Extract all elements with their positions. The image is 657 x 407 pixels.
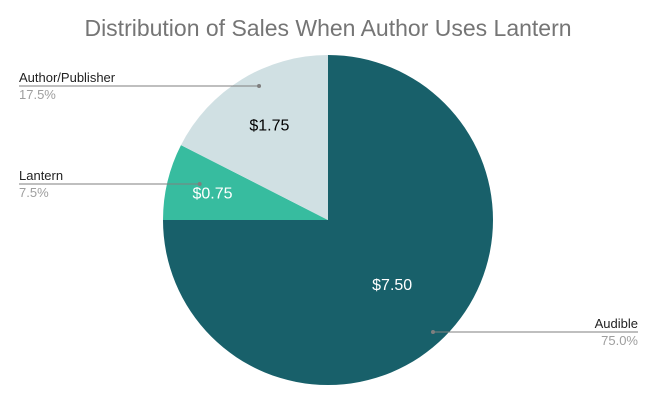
callouts: Audible 75.0% Lantern 7.5% Author/Publisher 1…	[19, 70, 638, 348]
callout-percent-audible: 75.0%	[601, 333, 638, 348]
callout-dot-audible	[431, 330, 436, 334]
pie-slices	[163, 55, 493, 385]
chart-title: Distribution of Sales When Author Uses L…	[84, 15, 571, 41]
callout-percent-lantern: 7.5%	[19, 185, 49, 200]
slice-author-publisher	[180, 55, 328, 220]
value-label-audible: $7.50	[372, 277, 412, 294]
callout-name-audible: Audible	[595, 316, 638, 331]
callout-percent-author-publisher: 17.5%	[19, 87, 56, 102]
value-label-author-publisher: $1.75	[249, 117, 289, 134]
callout-dot-lantern	[197, 182, 202, 186]
callout-name-lantern: Lantern	[19, 168, 63, 183]
callout-name-author-publisher: Author/Publisher	[19, 70, 116, 85]
value-labels: $7.50 $0.75 $1.75	[192, 117, 412, 294]
callout-dot-author-publisher	[257, 84, 262, 88]
value-label-lantern: $0.75	[192, 185, 232, 202]
slice-lantern	[163, 145, 328, 220]
